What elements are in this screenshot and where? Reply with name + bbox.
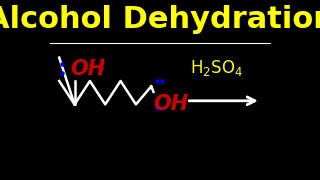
Text: OH: OH	[71, 59, 106, 79]
Text: H$_2$SO$_4$: H$_2$SO$_4$	[190, 58, 244, 78]
Text: Alcohol Dehydration: Alcohol Dehydration	[0, 5, 320, 34]
Text: OH: OH	[153, 94, 189, 114]
